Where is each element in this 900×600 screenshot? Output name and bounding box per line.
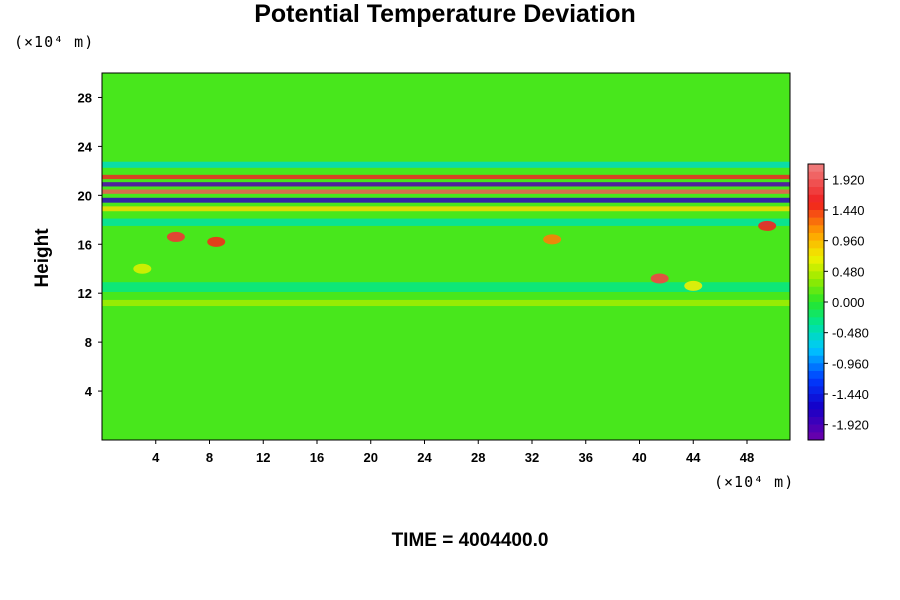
plot-area-frame <box>101 72 791 441</box>
colorbar-tick-label: 1.920 <box>832 172 865 187</box>
colorbar-segment <box>808 279 824 287</box>
colorbar-segment <box>808 332 824 341</box>
heatmap-patch <box>207 236 226 247</box>
x-tick-label: 16 <box>310 450 324 465</box>
y-tick-label: 28 <box>78 90 92 105</box>
y-tick-label: 16 <box>78 237 92 252</box>
colorbar-segment <box>808 210 824 218</box>
colorbar-segment <box>808 424 824 433</box>
heatmap-background <box>102 73 790 440</box>
y-axis: 4 8 12 16 20 24 28 <box>78 90 102 399</box>
colorbar-segment <box>808 325 824 333</box>
colorbar-tick-label: -1.440 <box>832 387 869 402</box>
heatmap-band <box>102 182 790 187</box>
x-tick-label: 44 <box>686 450 701 465</box>
colorbar-tick-label: 0.960 <box>832 234 865 249</box>
colorbar-segment <box>808 179 824 188</box>
colorbar-segment <box>808 194 824 203</box>
colorbar-segment <box>808 348 824 356</box>
colorbar-segment <box>808 409 824 418</box>
heatmap-patch <box>166 231 185 242</box>
colorbar-segment <box>808 317 824 326</box>
x-axis-unit: (×10⁴ m) <box>714 473 795 491</box>
x-tick-label: 8 <box>206 450 213 465</box>
colorbar-tick-label: -0.960 <box>832 356 869 371</box>
colorbar-segment <box>808 217 824 226</box>
heatmap-band <box>102 189 790 194</box>
x-tick-label: 12 <box>256 450 270 465</box>
colorbar-segment <box>808 233 824 241</box>
colorbar-tick-label: 0.480 <box>832 264 865 279</box>
x-tick-label: 40 <box>632 450 646 465</box>
colorbar-segment <box>808 401 824 410</box>
colorbar-segment <box>808 286 824 295</box>
colorbar-segment <box>808 171 824 180</box>
heatmap-band <box>102 197 790 203</box>
colorbar-segment <box>808 256 824 264</box>
colorbar-segment <box>808 371 824 379</box>
colorbar-segment <box>808 417 824 425</box>
heatmap-band <box>102 218 790 226</box>
chart-title: Potential Temperature Deviation <box>254 0 636 28</box>
colorbar-segment <box>808 432 824 441</box>
x-tick-label: 24 <box>417 450 432 465</box>
colorbar-segment <box>808 202 824 211</box>
colorbar-segment <box>808 240 824 249</box>
heatmap-band <box>102 161 790 168</box>
x-tick-label: 48 <box>740 450 754 465</box>
colorbar-tick-label: -0.480 <box>832 326 869 341</box>
heatmap-field <box>102 73 790 440</box>
colorbar-segment <box>808 309 824 318</box>
x-tick-label: 28 <box>471 450 485 465</box>
heatmap-band <box>102 174 790 180</box>
y-tick-label: 8 <box>85 335 92 350</box>
colorbar-segment <box>808 355 824 364</box>
colorbar-segment <box>808 294 824 303</box>
heatmap-patch <box>650 273 669 284</box>
colorbar-tick-label: 0.000 <box>832 295 865 310</box>
y-tick-label: 12 <box>78 286 92 301</box>
y-axis-unit: (×10⁴ m) <box>14 33 95 51</box>
x-tick-label: 36 <box>579 450 593 465</box>
x-tick-label: 20 <box>364 450 378 465</box>
heatmap-band <box>102 282 790 292</box>
colorbar-segment <box>808 248 824 257</box>
heatmap-patch <box>758 220 777 231</box>
colorbar-segment <box>808 164 824 172</box>
colorbar: 1.920 1.440 0.960 0.480 0.000 -0.480 -0.960 -1.… <box>807 163 869 441</box>
colorbar-segment <box>808 340 824 349</box>
colorbar-segment <box>808 363 824 372</box>
x-axis: 4 8 12 16 20 24 28 32 36 40 44 48 <box>152 440 754 465</box>
x-tick-label: 32 <box>525 450 539 465</box>
heatmap-band <box>102 206 790 212</box>
x-tick-label: 4 <box>152 450 160 465</box>
colorbar-tick-label: 1.440 <box>832 203 865 218</box>
y-tick-label: 20 <box>78 188 92 203</box>
heatmap-patch <box>684 280 703 291</box>
colorbar-segment <box>808 187 824 195</box>
colorbar-tick-label: -1.920 <box>832 418 869 433</box>
colorbar-segment <box>808 271 824 280</box>
heatmap-band <box>102 299 790 307</box>
heatmap-patch <box>133 263 152 274</box>
colorbar-segment <box>808 302 824 310</box>
colorbar-segment <box>808 378 824 387</box>
heatmap-patch <box>543 234 562 245</box>
colorbar-segment <box>808 225 824 234</box>
colorbar-segment <box>808 263 824 272</box>
colorbar-segment <box>808 386 824 395</box>
colorbar-segment <box>808 394 824 402</box>
y-tick-label: 4 <box>85 384 93 399</box>
time-label: TIME = 4004400.0 <box>391 530 549 551</box>
y-tick-label: 24 <box>78 139 93 154</box>
